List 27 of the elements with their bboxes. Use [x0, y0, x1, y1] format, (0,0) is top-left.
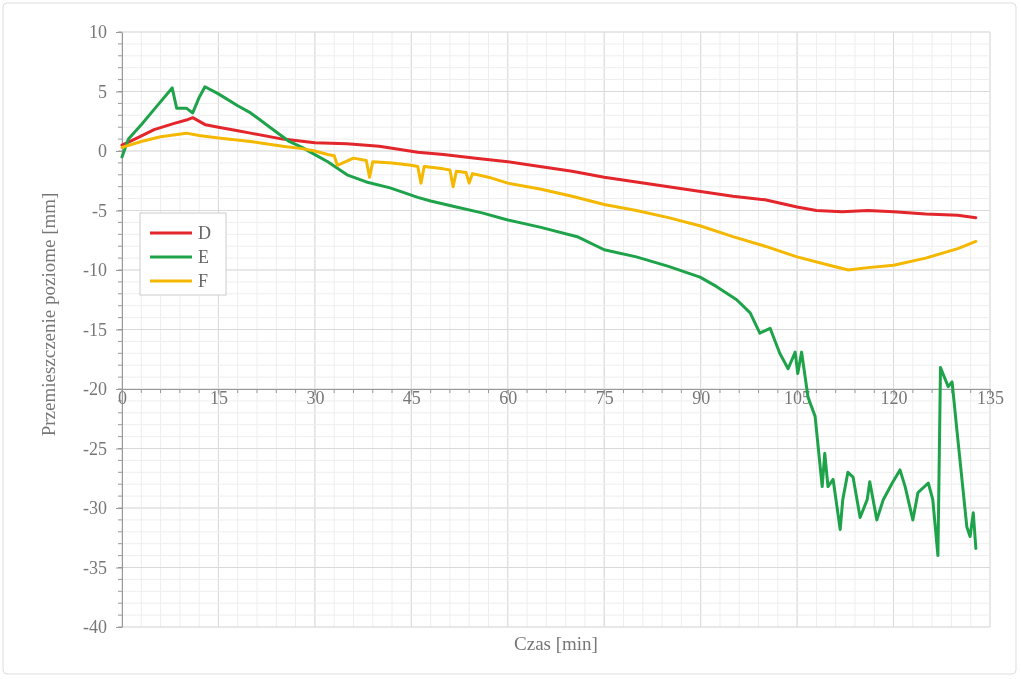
x-tick-label: 90: [692, 388, 711, 408]
line-series: [120, 116, 978, 220]
x-tick-label: 120: [880, 388, 908, 408]
x-axis-title: Czas [min]: [514, 633, 598, 654]
x-tick-label: 75: [595, 388, 614, 408]
legend-label: D: [198, 223, 211, 243]
legend-label: E: [198, 247, 209, 267]
y-tick-label: -15: [83, 319, 107, 340]
x-tick-label: 135: [977, 388, 1004, 408]
line-series: [120, 131, 978, 272]
y-tick-label: 0: [98, 141, 107, 162]
y-tick-label: -5: [92, 200, 107, 221]
legend-label: F: [198, 271, 209, 291]
y-tick-label: 10: [89, 22, 107, 43]
y-tick-label: -25: [83, 438, 107, 459]
y-axis-title: Przemieszczenie poziome [mm]: [38, 192, 59, 437]
y-tick-label: -20: [83, 379, 107, 400]
y-tick-label: -40: [83, 617, 107, 638]
y-tick-label: -10: [83, 260, 107, 281]
x-tick-label: 15: [209, 388, 228, 408]
y-tick-label: -35: [83, 557, 107, 578]
y-tick-label: 5: [98, 81, 107, 102]
x-tick-label: 30: [306, 388, 325, 408]
line-series: [120, 85, 978, 558]
x-tick-label: 45: [402, 388, 421, 408]
x-tick-label: 60: [499, 388, 518, 408]
y-tick-label: -30: [83, 498, 107, 519]
